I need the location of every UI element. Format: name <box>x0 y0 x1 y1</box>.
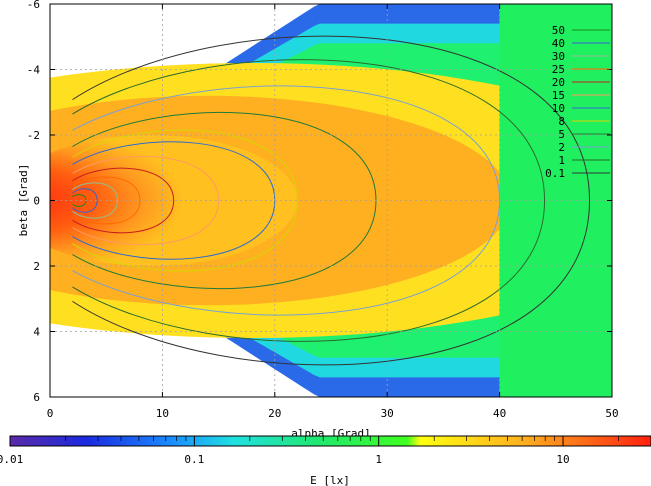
colorbar-tick-label: 10 <box>556 453 569 466</box>
contour-legend-label: 15 <box>552 89 565 102</box>
contour-line <box>72 59 546 342</box>
contour-line <box>72 182 118 219</box>
contour-line <box>72 188 98 213</box>
contour-legend-label: 50 <box>552 24 565 37</box>
sawtooth-cut-bottom <box>246 359 260 397</box>
colorbar-tick-label: 1 <box>375 453 382 466</box>
y-tick-label: -2 <box>27 129 40 142</box>
y-axis-label: beta [Grad] <box>17 164 30 237</box>
contour-legend-label: 5 <box>558 128 565 141</box>
sawtooth-cut-bottom <box>565 408 583 413</box>
colorbar-tick-label: 0.01 <box>0 453 23 466</box>
sawtooth-cut-bottom <box>265 370 278 397</box>
sawtooth-cut-top <box>286 4 296 19</box>
contour-legend-label: 40 <box>552 37 565 50</box>
contour-line <box>72 35 591 366</box>
contour-line <box>72 129 298 272</box>
x-tick-label: 30 <box>381 407 394 420</box>
sawtooth-cut-bottom <box>475 408 493 413</box>
colorbar-tick-label: 0.1 <box>184 453 204 466</box>
sawtooth-cut-bottom <box>583 408 601 413</box>
contour-legend-label: 20 <box>552 76 565 89</box>
sawtooth-cut-bottom <box>547 408 565 413</box>
y-tick-label: 2 <box>33 260 40 273</box>
contour-line <box>72 155 220 246</box>
y-tick-label: 0 <box>33 195 40 208</box>
sawtooth-cut-bottom <box>439 408 457 413</box>
sawtooth-cut-bottom <box>331 408 349 413</box>
x-axis-ticks: 0 10 20 30 40 50 <box>47 4 619 420</box>
y-tick-label: -4 <box>27 64 41 77</box>
x-tick-label: 20 <box>268 407 281 420</box>
contour-line <box>72 176 141 225</box>
x-tick-label: 50 <box>605 407 618 420</box>
sawtooth-cut-bottom <box>403 408 421 413</box>
y-tick-label: 4 <box>33 326 40 339</box>
grid <box>50 4 612 397</box>
contour-line <box>72 167 175 234</box>
sawtooth-cut-bottom <box>349 408 367 413</box>
sawtooth-cut-bottom <box>313 405 331 413</box>
x-tick-label: 40 <box>493 407 506 420</box>
sawtooth-cut-bottom <box>421 408 439 413</box>
contour-legend-label: 10 <box>552 102 565 115</box>
sawtooth-cut-bottom <box>457 408 475 413</box>
sawtooth-cut-bottom <box>286 382 296 397</box>
contour-legend-label: 25 <box>552 63 565 76</box>
contour-legend-label: 30 <box>552 50 565 63</box>
sawtooth-cut-top <box>309 4 314 8</box>
colorbar-label: E [lx] <box>310 474 350 486</box>
contour-legend-label: 1 <box>558 154 565 167</box>
y-tick-label: -6 <box>27 0 40 11</box>
sawtooth-cut-top <box>265 4 278 31</box>
sawtooth-cut-bottom <box>529 408 547 413</box>
contour-legend-label: 0.1 <box>545 167 565 180</box>
contour-legend-label: 8 <box>558 115 565 128</box>
sawtooth-cut-bottom <box>511 408 529 413</box>
sawtooth-cut-bottom <box>309 393 314 397</box>
sawtooth-cut-top <box>246 4 260 42</box>
contour-legend-label: 2 <box>558 141 565 154</box>
y-tick-label: 6 <box>33 391 40 404</box>
y-axis-ticks: -6 -4 -2 0 2 4 6 <box>27 0 612 404</box>
x-tick-label: 0 <box>47 407 54 420</box>
colorbar-ticks: 0.01 0.1 1 10 <box>0 436 651 466</box>
x-tick-label: 10 <box>156 407 169 420</box>
